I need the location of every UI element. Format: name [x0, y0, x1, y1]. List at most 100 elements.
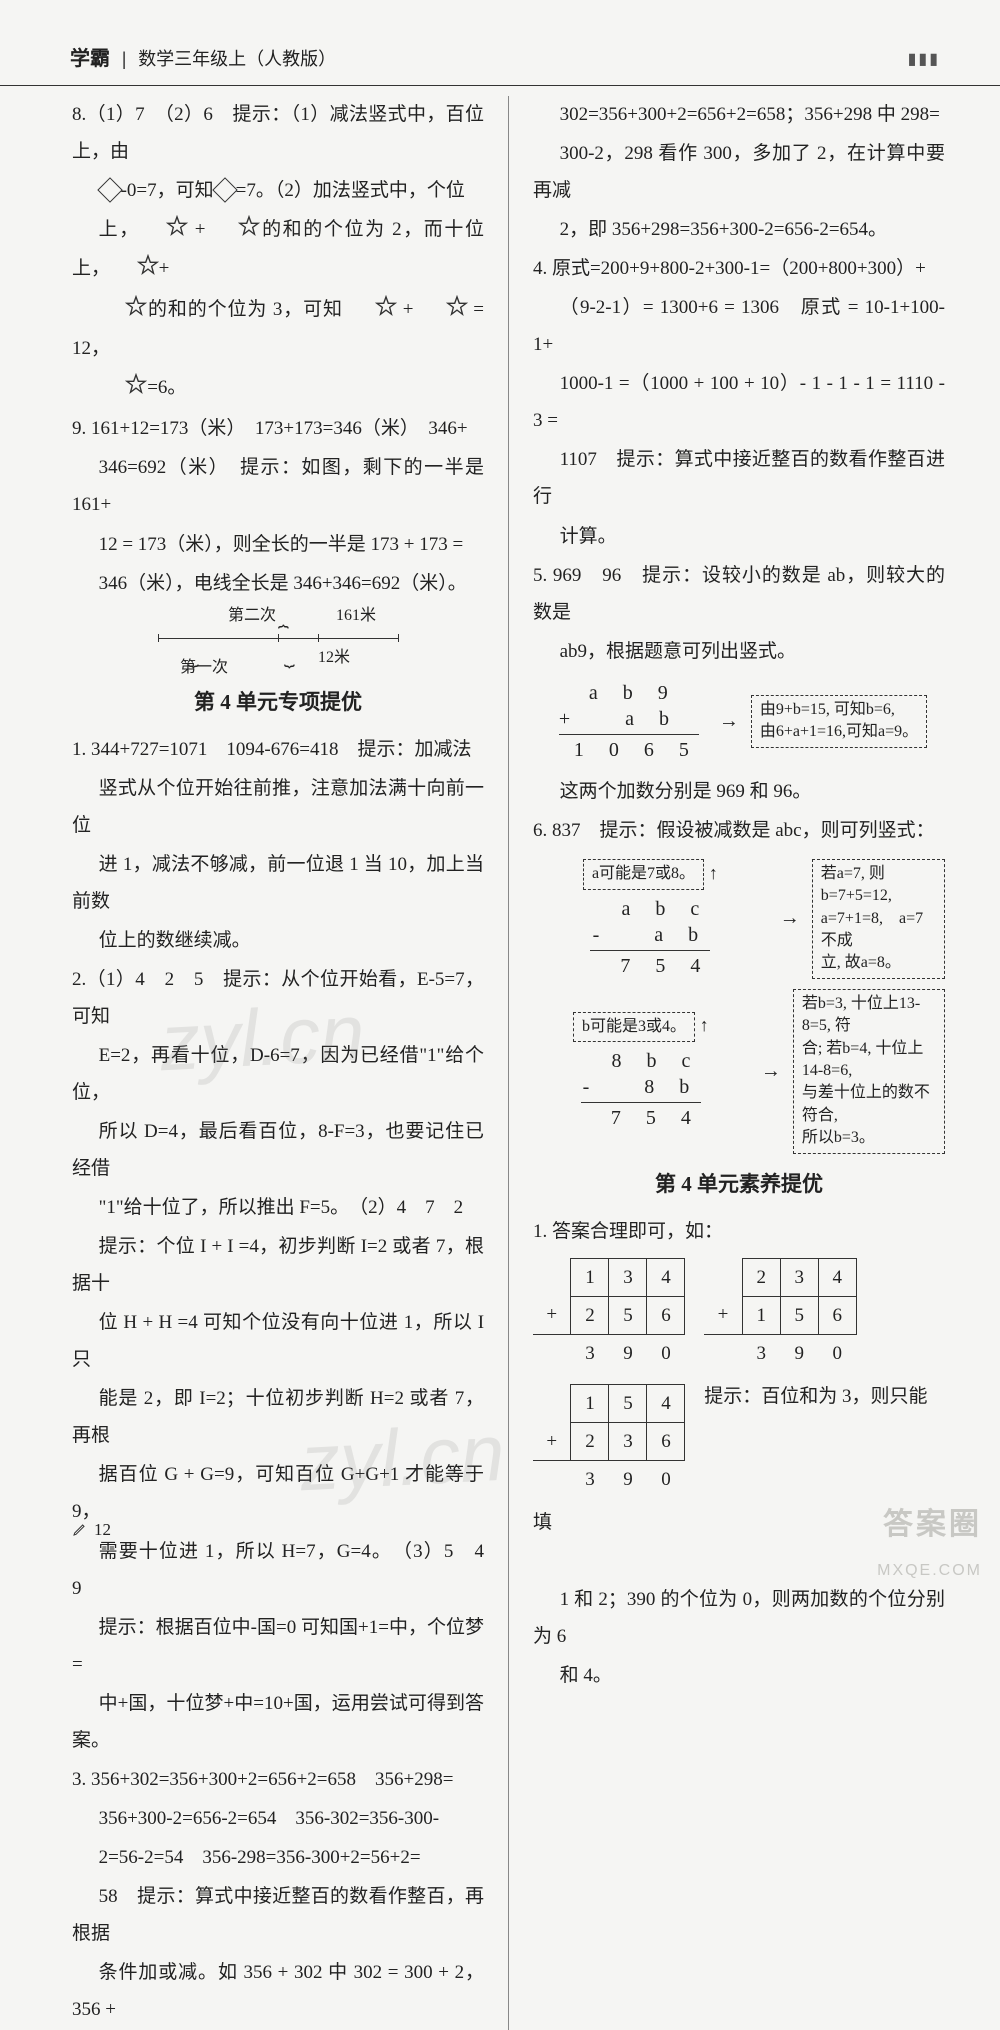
q8-line2: -0=7，可知 =7。（2）加法竖式中，个位	[72, 172, 484, 209]
p3d: 58 提示：算式中接近整百的数看作整百，再根据	[72, 1878, 484, 1952]
q8a-text: 8.（1）7 （2）6 提示：（1）减法竖式中，百位上，由	[72, 104, 484, 162]
p3b: 356+300-2=656-2=654 356-302=356-300-	[72, 1800, 484, 1837]
p2j: 提示：根据百位中-国=0 可知国+1=中，个位梦=	[72, 1609, 484, 1683]
header-bar: |	[122, 41, 126, 78]
r4b: （9-2-1）= 1300+6 = 1306 原式 = 10-1+100-1+	[533, 289, 945, 363]
s2: 1 和 2；390 的个位为 0，则两加数的个位分别为 6	[533, 1581, 945, 1655]
p2i: 需要十位进 1，所以 H=7，G=4。 （3）5 4 9	[72, 1533, 484, 1607]
q8i: +	[397, 299, 419, 320]
q8e: +	[188, 219, 211, 240]
p2a: 2.（1）4 2 5 提示：从个位开始看，E-5=7，可知	[72, 961, 484, 1035]
box6g: 所以b=3。	[802, 1127, 936, 1149]
q8g: +	[159, 258, 170, 279]
arrow-icon-2	[774, 899, 806, 938]
p3e: 条件加或减。如 356 + 302 中 302 = 300 + 2，356 +	[72, 1954, 484, 2028]
q8-line4: 的和的个位为 3，可知 + = 12，	[72, 291, 484, 367]
star-icon-4	[99, 293, 148, 330]
q6-vert2: 8 b c - 8 b 7 5 4	[581, 1048, 701, 1131]
p3a: 3. 356+302=356+300+2=656+2=658 356+298=	[72, 1761, 484, 1798]
header-right-mark: ▮▮▮	[908, 44, 940, 75]
left-column: 8.（1）7 （2）6 提示：（1）减法竖式中，百位上，由 -0=7，可知 =7。…	[72, 96, 484, 2030]
q6-work1: a可能是7或8。 ↑ a b c - a b 7 5 4 若a=7, 则b=7+…	[533, 855, 945, 983]
q6-vert1: a b c - a b 7 5 4	[590, 896, 710, 979]
p3c: 2=56-2=54 356-298=356-300+2=56+2=	[72, 1839, 484, 1876]
section-4b-title: 第 4 单元素养提优	[533, 1164, 945, 1205]
q8c-text: =7。（2）加法竖式中，个位	[236, 180, 465, 201]
p2f: 位 H + H =4 可知个位没有向十位进 1，所以 I 只	[72, 1304, 484, 1378]
box5b: 由6+a+1=16,可知a=9。	[760, 721, 918, 743]
box6d: 若b=3, 十位上13-8=5, 符	[802, 993, 936, 1038]
page-number: 12	[94, 1513, 111, 1546]
p2c: 所以 D=4，最后看百位，8-F=3，也要记住已经借	[72, 1113, 484, 1187]
p1d: 位上的数继续减。	[72, 922, 484, 959]
grid2: 234 +156 390	[704, 1258, 857, 1372]
box6c: 立, 故a=8。	[821, 952, 936, 974]
diamond-icon-2	[212, 177, 237, 202]
q8k: =6。	[147, 377, 186, 398]
q6-box2: 若b=3, 十位上13-8=5, 符 合; 若b=4, 十位上14-8=6, 与…	[793, 989, 945, 1154]
box6f: 与差十位上的数不符合,	[802, 1082, 936, 1127]
grid1: 134 +256 390	[533, 1258, 686, 1372]
q8-line5: =6。	[72, 369, 484, 408]
p2k: 中+国，十位梦+中=10+国，运用尝试可得到答案。	[72, 1685, 484, 1759]
r4d: 1107 提示：算式中接近整百的数看作整百进行	[533, 441, 945, 515]
p2g: 能是 2，即 I=2；十位初步判断 H=2 或者 7，再根	[72, 1380, 484, 1454]
p1c: 进 1，减法不够减，前一位退 1 当 10，加上当前数	[72, 846, 484, 920]
box5a: 由9+b=15, 可知b=6,	[760, 699, 918, 721]
s1: 1. 答案合理即可，如：	[533, 1213, 945, 1250]
box6h2: b可能是3或4。	[573, 1012, 695, 1042]
star-icon-7	[99, 371, 148, 408]
q8d: 上，	[99, 219, 140, 240]
q8b-text: -0=7，可知	[121, 180, 214, 201]
logo-text: 学霸	[70, 40, 110, 79]
page-footer: 12	[72, 1513, 111, 1546]
r3: 2，即 356+298=356+300-2=656-2=654。	[533, 211, 945, 248]
corner-b: MXQE.COM	[877, 1555, 982, 1586]
star-icon	[140, 213, 189, 250]
r5a: 5. 969 96 提示：设较小的数是 ab，则较大的数是	[533, 557, 945, 631]
q6-work2: b可能是3或4。 ↑ 8 b c - 8 b 7 5 4 若b=3, 十位上13…	[533, 989, 945, 1154]
r4c: 1000-1 =（1000 + 100 + 10）- 1 - 1 - 1 = 1…	[533, 365, 945, 439]
q8-line3: 上， + 的和的个位为 2，而十位上，+	[72, 211, 484, 289]
diamond-icon	[97, 177, 122, 202]
box6e: 合; 若b=4, 十位上14-8=6,	[802, 1038, 936, 1083]
q9-l4: 346（米），电线全长是 346+346=692（米）。	[72, 565, 484, 602]
corner-brand: 答案圈 MXQE.COM	[877, 1496, 982, 1586]
q9-l2: 346=692（米） 提示：如图，剩下的一半是 161+	[72, 449, 484, 523]
r6a: 6. 837 提示：假设被减数是 abc，则可列竖式：	[533, 812, 945, 849]
grid3: 154 +236 390	[533, 1384, 686, 1498]
section-4a-title: 第 4 单元专项提优	[72, 682, 484, 723]
s3: 和 4。	[533, 1657, 945, 1694]
box6a: 若a=7, 则b=7+5=12,	[821, 863, 936, 908]
q9-figure: 第二次 161米 ⏞ ⏟ ⏟ 第一次 12米	[158, 610, 398, 672]
p1a: 1. 344+727=1071 1094-676=418 提示：加减法	[72, 731, 484, 768]
fig-first: 第一次	[180, 652, 228, 683]
p2e: 提示：个位 I + I =4，初步判断 I=2 或者 7，根据十	[72, 1228, 484, 1302]
box6h1: a可能是7或8。	[583, 859, 704, 889]
star-icon-5	[349, 293, 398, 330]
r1: 302=356+300+2=656+2=658；356+298 中 298=	[533, 96, 945, 133]
corner-a: 答案圈	[877, 1496, 982, 1555]
r5b: ab9，根据题意可列出竖式。	[533, 633, 945, 670]
star-icon-3	[110, 252, 159, 289]
q5-vertical: a b 9 + a b 1 0 6 5	[559, 680, 699, 763]
r4e: 计算。	[533, 518, 945, 555]
uparrow-icon-2: ↑	[700, 1008, 709, 1043]
column-divider	[508, 96, 509, 2030]
fig-len2: 12米	[318, 642, 350, 673]
uparrow-icon: ↑	[709, 856, 718, 891]
arrow-icon-3	[755, 1052, 787, 1091]
q8h: 的和的个位为 3，可知	[147, 299, 348, 320]
q8-line1: 8.（1）7 （2）6 提示：（1）减法竖式中，百位上，由	[72, 96, 484, 170]
star-icon-6	[419, 293, 468, 330]
p2d: "1"给十位了，所以推出 F=5。 （2）4 7 2	[72, 1189, 484, 1226]
page-header: 学霸 | 数学三年级上（人教版） ▮▮▮	[0, 40, 1000, 86]
q9-l1: 9. 161+12=173（米） 173+173=346（米） 346+	[72, 410, 484, 447]
q5-dashbox: 由9+b=15, 可知b=6, 由6+a+1=16,可知a=9。	[751, 695, 927, 748]
star-icon-2	[212, 213, 261, 250]
r4a: 4. 原式=200+9+800-2+300-1=（200+800+300）+	[533, 250, 945, 287]
p2h: 据百位 G + G=9，可知百位 G+G+1 才能等于 9，	[72, 1456, 484, 1530]
pencil-icon	[72, 1521, 88, 1537]
q9-l3: 12 = 173（米），则全长的一半是 173 + 173 =	[72, 526, 484, 563]
fig-second: 第二次	[228, 600, 276, 631]
